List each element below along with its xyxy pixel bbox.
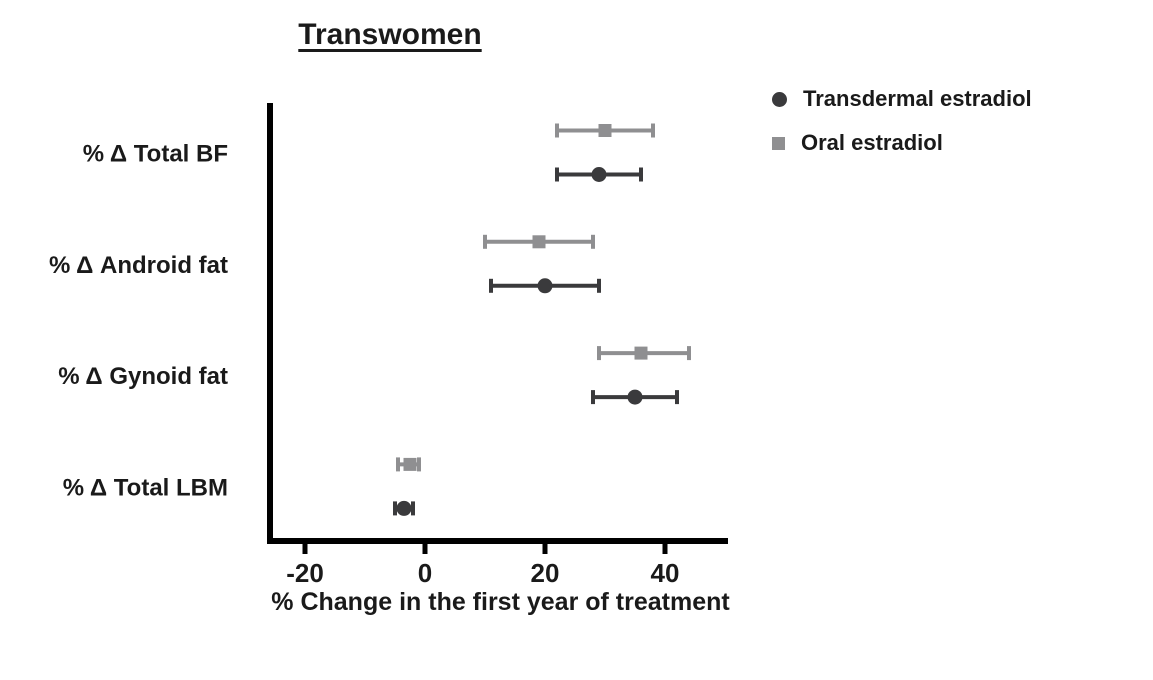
category-label: % Δ Gynoid fat (58, 363, 228, 390)
legend-item-transdermal: Transdermal estradiol (772, 86, 1032, 112)
x-axis-label: % Change in the first year of treatment (271, 588, 730, 616)
x-tick-label: 0 (418, 558, 432, 588)
x-tick-label: 20 (531, 558, 560, 588)
legend-item-label: Oral estradiol (801, 130, 943, 155)
data-point-circle (396, 500, 412, 516)
data-point-square (532, 235, 546, 249)
data-point-square (598, 124, 612, 137)
data-point-circle (591, 167, 607, 182)
category-label: % Δ Total LBM (63, 474, 228, 501)
chart-title: Transwomen (298, 18, 482, 51)
category-label: % Δ Total BF (83, 141, 228, 168)
data-point-square (403, 457, 417, 471)
transdermal-circle-marker-icon (772, 91, 787, 107)
data-point-circle (537, 278, 553, 294)
x-tick-label: 40 (651, 558, 680, 588)
category-label: % Δ Android fat (49, 252, 228, 279)
legend: Transdermal estradiol Oral estradiol (772, 86, 1032, 156)
legend-item-label: Transdermal estradiol (803, 86, 1032, 111)
legend-item-oral: Oral estradiol (772, 130, 1032, 156)
data-point-circle (627, 389, 643, 405)
x-tick-label: -20 (286, 558, 324, 588)
oral-square-marker-icon (772, 136, 785, 150)
data-point-square (634, 346, 648, 360)
